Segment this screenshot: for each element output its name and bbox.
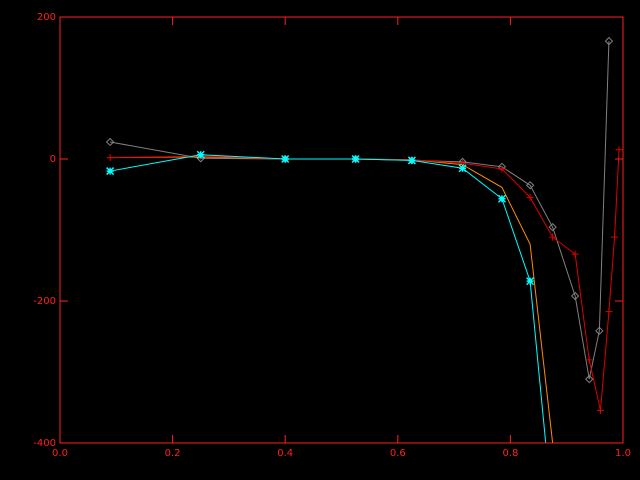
point-marker	[604, 36, 614, 46]
point-marker	[615, 146, 623, 154]
point-marker	[498, 165, 506, 173]
y-tick-label: 0	[50, 154, 56, 165]
point-marker	[571, 250, 579, 258]
x-tick-label: 1.0	[615, 448, 631, 459]
point-marker	[605, 308, 613, 316]
y-tick-label: -400	[33, 438, 56, 449]
y-tick-label: -200	[33, 296, 56, 307]
series-line	[110, 149, 620, 411]
axis-box	[59, 16, 624, 444]
series-line	[110, 41, 610, 380]
point-marker	[526, 277, 535, 286]
point-marker	[105, 137, 115, 147]
series-line	[110, 154, 547, 443]
point-marker	[281, 154, 290, 164]
point-marker	[585, 374, 594, 384]
point-marker	[526, 193, 534, 201]
point-marker	[497, 194, 506, 203]
point-marker	[525, 181, 535, 190]
y-tick-label: 200	[37, 12, 56, 23]
point-marker	[196, 150, 205, 159]
point-marker	[106, 154, 114, 162]
x-tick-label: 0.6	[390, 448, 406, 459]
point-marker	[549, 233, 557, 241]
point-marker	[548, 222, 557, 232]
x-tick-label: 0.8	[502, 448, 518, 459]
point-marker	[595, 326, 604, 336]
x-tick-label: 0.0	[52, 448, 68, 459]
point-marker	[585, 356, 593, 364]
point-marker	[611, 233, 619, 241]
plot-area	[105, 36, 623, 443]
point-marker	[596, 406, 604, 414]
point-marker	[106, 167, 115, 176]
point-marker	[570, 291, 580, 301]
x-tick-label: 0.4	[277, 448, 293, 459]
point-marker	[407, 156, 416, 165]
point-marker	[458, 164, 467, 173]
series-line	[110, 156, 554, 443]
x-tick-label: 0.2	[165, 448, 181, 459]
point-marker	[351, 154, 360, 164]
